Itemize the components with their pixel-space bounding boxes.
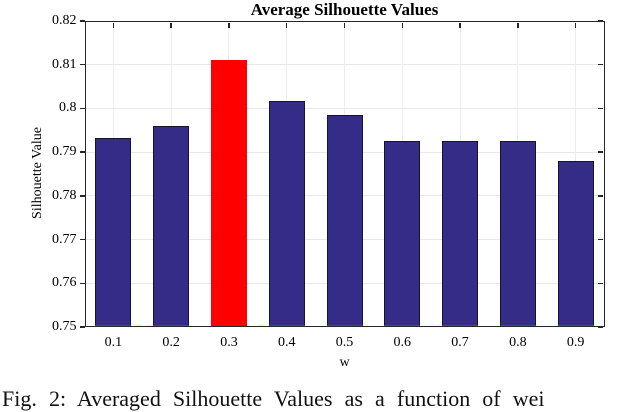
bar-best-weight-highlight-0.2 [153,324,190,327]
x-tick-label: 0.8 [509,335,527,350]
y-axis-label: Silhouette Value [30,127,45,219]
y-tick-label: 0.78 [52,187,77,203]
y-tick-left [79,151,85,153]
y-tick-left [79,63,85,66]
x-tick-label: 0.5 [335,335,354,350]
x-tick-label: 0.1 [104,335,123,350]
bar-best-weight-highlight-0.3 [210,60,247,327]
x-tick-label: 0.4 [277,335,296,350]
y-tick-right [598,20,603,22]
x-tick-top [343,22,346,28]
bar-silhouette-values-0.8 [499,141,536,327]
bar-best-weight-highlight-0.7 [442,324,479,327]
y-tick-left [79,195,85,197]
y-tick-right [598,151,603,153]
y-tick-left [79,326,85,328]
y-tick-label: 0.77 [52,231,77,247]
y-tick-left [79,20,85,22]
x-tick-label: 0.6 [393,335,412,350]
figure-caption: Fig. 2: Averaged Silhouette Values as a … [2,386,545,411]
y-tick-right [598,107,603,110]
x-tick-label: 0.3 [220,335,238,350]
x-tick-label: 0.7 [451,335,469,350]
y-tick-left [79,107,85,110]
bar-best-weight-highlight-0.5 [326,324,363,327]
bar-best-weight-highlight-0.4 [268,324,305,327]
x-tick-top [170,22,172,28]
x-tick-top [459,22,461,28]
bar-silhouette-values-0.9 [557,160,594,327]
x-tick-top [285,22,288,28]
bar-best-weight-highlight-0.8 [499,324,536,327]
y-tick-label: 0.81 [52,56,77,72]
x-tick-top [401,22,404,28]
x-tick-top [112,22,115,28]
y-tick-right [598,282,603,285]
y-tick-left [79,238,85,241]
bar-best-weight-highlight-0.1 [95,324,132,327]
chart-title: Average Silhouette Values [250,0,439,19]
bar-silhouette-values-0.4 [268,100,305,327]
bar-silhouette-values-0.7 [442,141,479,327]
bar-best-weight-highlight-0.9 [557,324,594,327]
y-tick-label: 0.82 [52,13,77,28]
y-tick-right [598,63,603,66]
bar-silhouette-values-0.5 [326,114,363,327]
bar-best-weight-highlight-0.6 [384,324,421,327]
x-tick-top [228,22,230,28]
y-tick-right [598,195,603,197]
y-tick-label: 0.75 [52,319,77,334]
y-tick-right [598,326,603,328]
x-tick-top [574,22,577,28]
x-tick-top [517,22,519,28]
x-tick-label: 0.9 [566,335,585,350]
y-tick-label: 0.76 [52,275,77,291]
x-tick-label: 0.2 [162,335,180,350]
bar-silhouette-values-0.1 [95,138,132,327]
y-tick-label: 0.8 [59,100,77,116]
x-axis-label: w [339,355,350,370]
y-tick-left [79,282,85,285]
bar-silhouette-values-0.2 [153,125,190,327]
y-tick-label: 0.79 [52,144,77,160]
y-tick-right [598,238,603,241]
bar-silhouette-values-0.6 [384,141,421,327]
